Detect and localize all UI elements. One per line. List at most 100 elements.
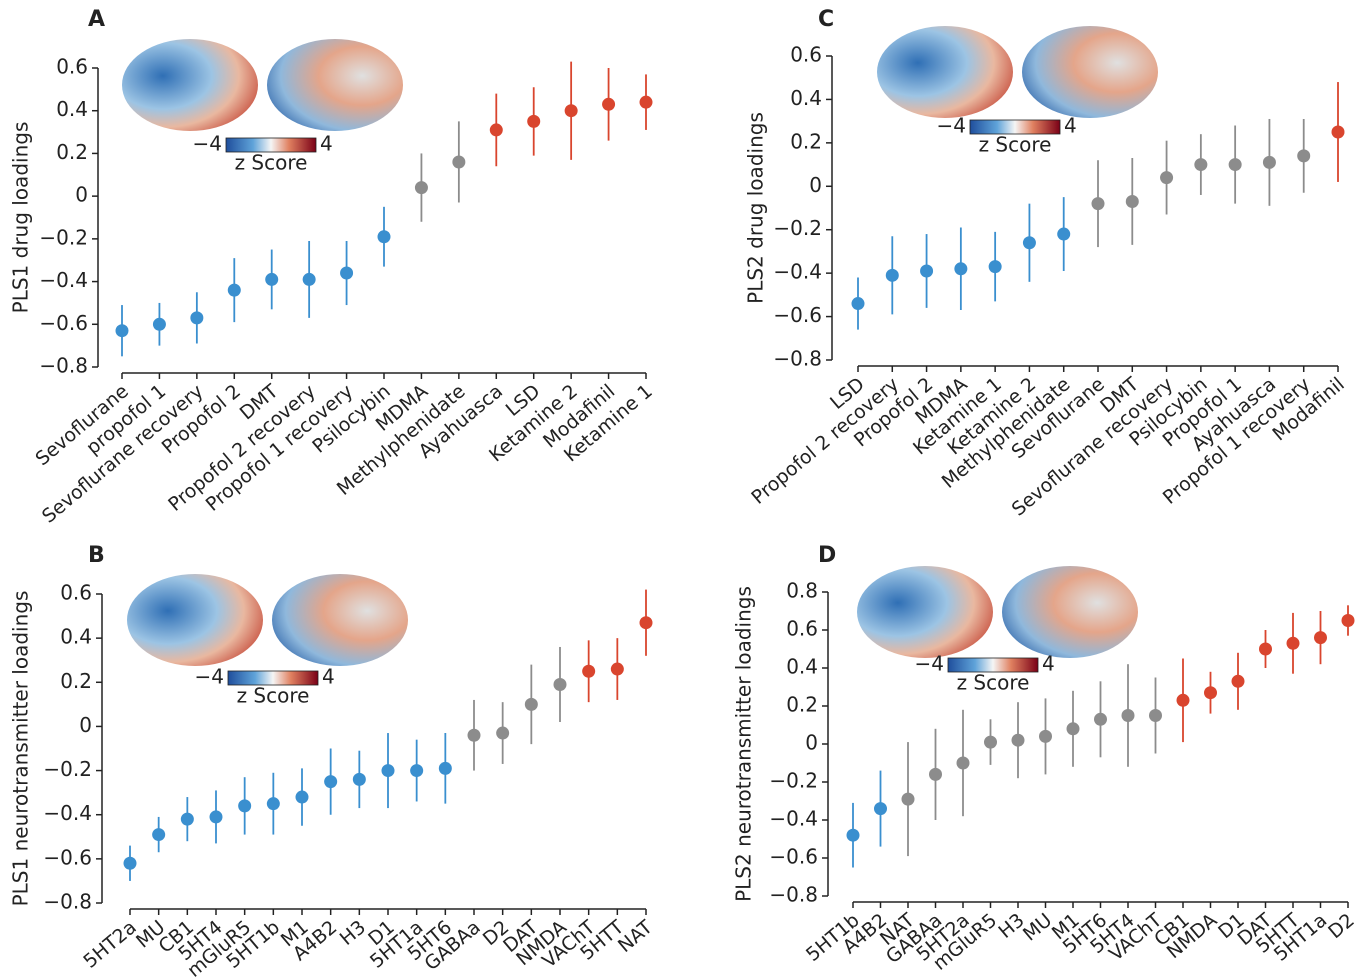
y-tick-label: −0.2 — [769, 769, 818, 793]
point — [920, 264, 934, 278]
y-tick-label: 0.2 — [790, 129, 822, 153]
y-tick-label: −0.8 — [43, 890, 92, 914]
point — [639, 95, 653, 109]
point — [152, 828, 166, 842]
point — [1204, 686, 1217, 700]
colorbar-tick-label: −4 — [195, 665, 224, 689]
y-tick-label: 0.8 — [786, 579, 818, 603]
point — [1125, 194, 1139, 208]
point — [265, 272, 279, 286]
point — [1160, 171, 1174, 185]
y-tick-label: −0.2 — [773, 216, 822, 240]
y-tick-label: −0.6 — [43, 845, 92, 869]
panel-label: A — [88, 7, 105, 32]
point — [1228, 158, 1242, 172]
point — [885, 268, 899, 282]
brain-render — [1022, 26, 1158, 118]
point — [1231, 674, 1245, 688]
point — [123, 856, 137, 870]
point — [410, 764, 424, 778]
y-tick-label: −0.8 — [39, 354, 88, 378]
brain-render — [272, 574, 408, 666]
y-tick-label: −0.8 — [769, 883, 818, 907]
colorbar-label: z Score — [957, 671, 1030, 695]
point — [352, 772, 366, 786]
point — [929, 767, 942, 781]
point — [874, 802, 887, 816]
colorbar-label: z Score — [235, 151, 308, 175]
point — [1011, 733, 1025, 747]
x-tick-label: Propofol 2 recovery — [747, 373, 903, 509]
colorbar-tick-label: 4 — [1042, 652, 1055, 676]
point — [527, 114, 541, 128]
point — [1149, 709, 1162, 722]
point — [324, 775, 338, 789]
point — [467, 728, 481, 742]
y-tick-label: 0.2 — [60, 669, 92, 693]
point — [190, 311, 204, 325]
y-tick-label: 0.6 — [56, 55, 88, 79]
point — [377, 230, 391, 244]
y-tick-label: −0.4 — [43, 801, 92, 825]
point — [956, 756, 970, 770]
y-axis-label: PLS2 neurotransmitter loadings — [732, 586, 756, 902]
colorbar-tick-label: −4 — [937, 114, 966, 138]
point — [1259, 642, 1272, 656]
colorbar — [969, 119, 1061, 135]
y-tick-label: 0.6 — [60, 581, 92, 605]
y-tick-label: 0.2 — [56, 140, 88, 164]
y-tick-label: 0.6 — [786, 617, 818, 641]
point — [582, 664, 596, 678]
brain-render — [857, 566, 993, 658]
point — [639, 616, 653, 630]
colorbar — [227, 670, 319, 686]
panel-label: D — [818, 543, 836, 568]
colorbar-tick-label: 4 — [1064, 114, 1077, 138]
brain-render — [267, 39, 403, 131]
point — [414, 181, 428, 195]
point — [1066, 722, 1080, 736]
y-axis-label: PLS2 drug loadings — [744, 112, 768, 304]
point — [438, 761, 452, 775]
point — [238, 799, 252, 813]
point — [1314, 631, 1327, 645]
y-tick-label: 0 — [805, 731, 818, 755]
y-tick-label: 0.4 — [60, 625, 92, 649]
y-tick-label: 0 — [809, 173, 822, 197]
point — [266, 797, 280, 811]
y-tick-label: −0.4 — [39, 268, 88, 292]
point — [846, 828, 860, 842]
y-tick-label: 0 — [79, 713, 92, 737]
point — [180, 812, 194, 826]
y-tick-label: −0.8 — [773, 347, 822, 371]
point — [524, 697, 538, 711]
point — [1194, 158, 1208, 172]
point — [452, 155, 466, 169]
point — [610, 662, 624, 676]
point — [1121, 709, 1135, 722]
y-tick-label: −0.2 — [39, 225, 88, 249]
point — [901, 792, 915, 806]
y-axis-label: PLS1 drug loadings — [9, 122, 33, 314]
brain-render — [1002, 566, 1138, 658]
colorbar-tick-label: 4 — [322, 665, 335, 689]
y-tick-label: 0.4 — [786, 655, 818, 679]
panel-label: B — [88, 543, 105, 568]
point — [1176, 693, 1190, 707]
y-tick-label: 0 — [75, 183, 88, 207]
colorbar-tick-label: −4 — [915, 652, 944, 676]
point — [1094, 712, 1107, 726]
point — [602, 97, 616, 111]
y-tick-label: −0.2 — [43, 757, 92, 781]
point — [1297, 149, 1311, 163]
y-tick-label: 0.4 — [790, 86, 822, 110]
point — [564, 104, 578, 118]
point — [851, 297, 865, 311]
point — [152, 317, 166, 331]
y-tick-label: −0.4 — [773, 260, 822, 284]
point — [1262, 155, 1276, 169]
colorbar — [225, 137, 317, 153]
point — [209, 810, 223, 824]
point — [1331, 125, 1345, 139]
